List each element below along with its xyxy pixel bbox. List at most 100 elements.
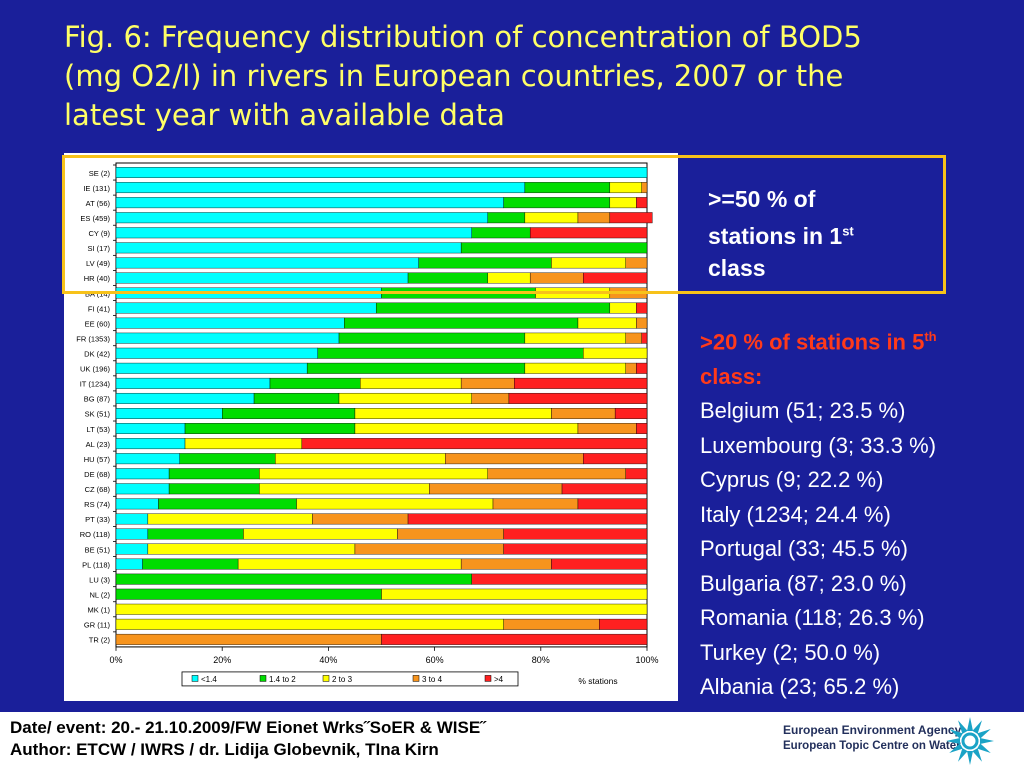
bar-segment [460,377,515,389]
category-label: FI (41) [88,304,111,313]
bar-segment [115,558,143,570]
bar-segment [429,483,563,495]
bar-segment [354,408,552,419]
bar-segment [535,287,611,299]
bar-segment [115,272,409,284]
legend-entry: 1.4 to 2 [269,675,296,684]
category-label: UK (196) [80,365,111,374]
x-tick-label: 40% [319,655,337,665]
fifth-class-note: >20 % of stations in 5th class: Belgium … [700,320,937,705]
bar-segment [625,332,642,344]
legend-swatch [191,675,199,682]
category-label: GR (11) [84,621,111,630]
bar-segment [269,377,361,389]
fifth-class-country: Albania (23; 65.2 %) [700,674,900,700]
bar-segment [115,197,504,209]
category-label: TR (2) [89,636,111,645]
title-line-1: Fig. 6: Frequency distribution of concen… [64,20,862,54]
bar-segment [503,618,600,630]
bar-segment [407,513,648,525]
bar-segment [115,603,648,615]
bar-segment [360,377,462,389]
category-label: NL (2) [89,590,110,599]
category-label: PL (118) [82,560,110,569]
bar-segment [115,483,170,495]
bar-segment [115,377,271,389]
title-line-3: latest year with available data [64,98,505,132]
chart-panel: SE (2) IE (131) AT (56) ES (459) CY (9) SI (1… [64,153,678,701]
bar-segment [115,408,223,419]
agency-name: European Environment Agency European Top… [783,723,961,754]
bar-segment [529,227,648,239]
bar-segment [487,212,526,224]
bar-segment [487,468,626,480]
bar-segment [115,362,308,374]
category-label: SK (51) [85,410,111,419]
bar-segment [381,287,536,299]
category-label: IE (131) [83,184,110,193]
bar-segment [184,423,356,434]
bar-segment [508,392,648,404]
legend-entry: <1.4 [201,675,217,684]
first-class-note-line-3: class [708,254,766,281]
bar-segment [609,212,653,224]
bar-segment [115,453,180,465]
category-label: DE (68) [84,470,110,479]
bar-segment [142,558,239,570]
fifth-class-country: Luxembourg (3; 33.3 %) [700,432,937,458]
legend-swatch [259,675,267,682]
bar-segment [344,317,579,329]
bar-segment [338,332,526,344]
bar-segment [487,272,531,284]
bar-segment [115,498,159,510]
bar-segment [115,513,149,525]
bar-segment [524,332,626,344]
bar-segment [551,408,616,419]
bar-segment [445,453,584,465]
category-label: DK (42) [84,350,110,359]
category-label: EE (60) [85,319,111,328]
bar-segment [338,392,472,404]
bar-segment [115,618,504,630]
bar-segment [397,528,504,540]
bar-segment [577,317,637,329]
bar-segment [577,212,611,224]
bar-segment [625,362,637,374]
bar-segment [243,528,398,540]
bar-segment [147,543,356,555]
first-class-note: >=50 % of stations in 1st class [708,183,854,284]
bar-segment [115,182,526,194]
bar-segment [115,287,382,299]
legend-entry: 3 to 4 [422,675,443,684]
bar-segment [551,257,626,269]
bar-segment [524,362,626,374]
bar-segment [561,483,648,495]
x-axis-label: % stations [578,676,617,686]
bar-segment [503,543,648,555]
category-label: BG (87) [84,395,111,404]
bar-segment [609,302,637,314]
bar-segment [609,182,642,194]
first-class-note-line-1: >=50 % of [708,186,816,212]
footer-author: Author: ETCW / IWRS / dr. Lidija Globevn… [10,740,439,759]
fifth-class-country: Cyprus (9; 22.2 %) [700,467,884,493]
bar-segment [641,182,648,194]
category-label: LV (49) [86,259,111,268]
category-label: HU (57) [84,455,111,464]
fifth-class-country: Portugal (33; 45.5 %) [700,536,908,562]
category-label: RS (74) [84,500,110,509]
bar-segment [115,227,472,239]
bar-segment [115,543,149,555]
bar-segment [168,468,260,480]
stacked-bar-chart: SE (2) IE (131) AT (56) ES (459) CY (9) SI (1… [76,162,659,687]
category-label: AT (56) [86,199,111,208]
bar-segment [381,588,648,600]
first-class-note-line-2: stations in 1st [708,222,854,249]
bar-segment [418,257,552,269]
category-label: BE (51) [85,545,111,554]
bar-segment [636,423,648,434]
bar-segment [460,558,552,570]
legend-entry: >4 [494,675,504,684]
bar-segment [354,423,579,434]
bar-segment [471,227,531,239]
